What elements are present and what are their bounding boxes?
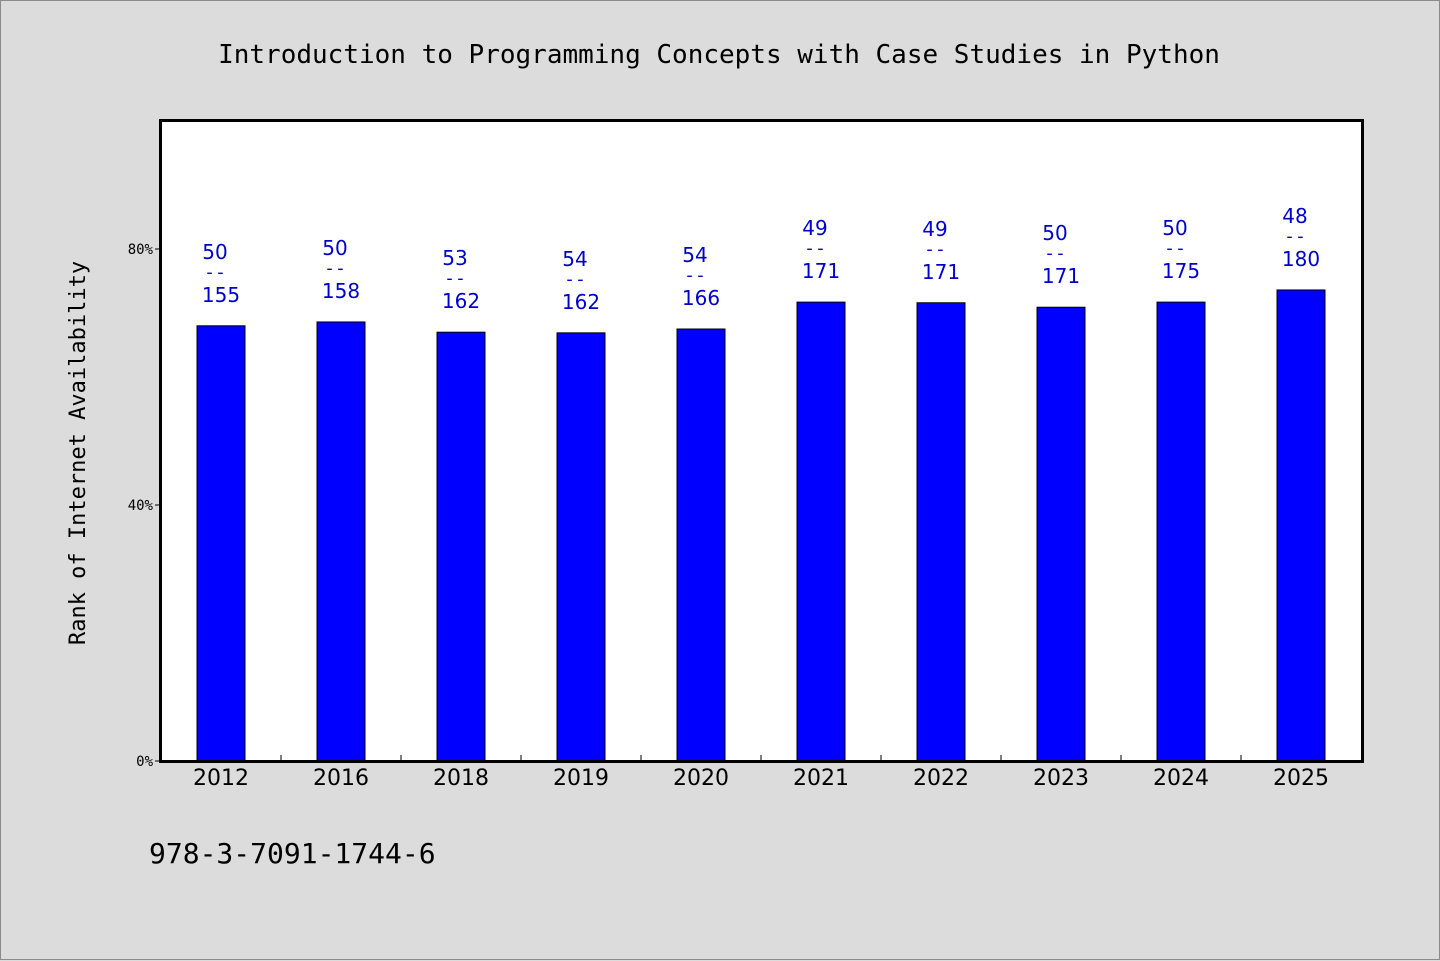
bar xyxy=(1156,301,1206,762)
x-tick-label: 2016 xyxy=(313,766,369,791)
bar-label-top: 49 xyxy=(802,216,827,240)
bar-label-top: 49 xyxy=(922,217,947,241)
bar xyxy=(676,328,726,762)
bar-label-bottom: 171 xyxy=(922,260,960,284)
bar-series xyxy=(196,289,1326,762)
bar-label-top: 50 xyxy=(1162,216,1187,240)
x-tick-label: 2025 xyxy=(1273,766,1329,791)
bar-label-separator: -- xyxy=(924,239,946,260)
bar-label-top: 50 xyxy=(322,236,347,260)
isbn-text: 978-3-7091-1744-6 xyxy=(149,837,436,870)
bar-label-separator: -- xyxy=(804,238,826,259)
bar-label-bottom: 155 xyxy=(202,283,240,307)
bar xyxy=(796,301,846,762)
bar-label-top: 50 xyxy=(202,240,227,264)
bar xyxy=(1276,289,1326,762)
bar-label-separator: -- xyxy=(324,258,346,279)
bar-label-separator: -- xyxy=(1284,226,1306,247)
bar-label-separator: -- xyxy=(1044,243,1066,264)
y-axis: 0% 40% 80% xyxy=(128,242,161,770)
bar-label-bottom: 158 xyxy=(322,279,360,303)
bar-label-top: 54 xyxy=(682,243,707,267)
bar-label-top: 48 xyxy=(1282,204,1307,228)
bar-label-bottom: 171 xyxy=(1042,264,1080,288)
y-tick-label: 0% xyxy=(136,754,153,770)
bar-label-separator: -- xyxy=(204,262,226,283)
x-tick-label: 2024 xyxy=(1153,766,1209,791)
x-tick-label: 2020 xyxy=(673,766,729,791)
bar-label-bottom: 171 xyxy=(802,259,840,283)
bar-label-bottom: 166 xyxy=(682,286,720,310)
x-tick-label: 2018 xyxy=(433,766,489,791)
x-tick-label: 2022 xyxy=(913,766,969,791)
bar-label-top: 53 xyxy=(442,246,467,270)
x-axis: 2012 2016 2018 2019 2020 2021 2022 2023 2024 2025 xyxy=(193,755,1329,791)
y-axis-label: Rank of Internet Availability xyxy=(66,261,91,645)
x-tick-label: 2023 xyxy=(1033,766,1089,791)
x-tick-label: 2019 xyxy=(553,766,609,791)
bar-label-separator: -- xyxy=(684,265,706,286)
y-tick-label: 40% xyxy=(128,498,154,514)
bar xyxy=(436,331,486,762)
bar xyxy=(916,302,966,762)
bar-label-top: 50 xyxy=(1042,221,1067,245)
bar-label-bottom: 162 xyxy=(442,289,480,313)
bar xyxy=(1036,306,1086,762)
bar-label-separator: -- xyxy=(1164,238,1186,259)
y-tick-label: 80% xyxy=(128,242,154,258)
x-tick-label: 2021 xyxy=(793,766,849,791)
bar xyxy=(316,321,366,762)
bar xyxy=(196,325,246,762)
bar-label-bottom: 162 xyxy=(562,290,600,314)
bar-label-bottom: 175 xyxy=(1162,259,1200,283)
bar xyxy=(556,332,606,762)
bar-label-bottom: 180 xyxy=(1282,247,1320,271)
plot-border xyxy=(159,119,1364,763)
bar-label-top: 54 xyxy=(562,247,587,271)
bar-data-labels: 50--15550--15853--16254--16254--16649--1… xyxy=(202,204,1320,314)
chart-title: Introduction to Programming Concepts wit… xyxy=(218,40,1220,70)
x-tick-label: 2012 xyxy=(193,766,249,791)
bar-label-separator: -- xyxy=(444,268,466,289)
bar-label-separator: -- xyxy=(564,269,586,290)
